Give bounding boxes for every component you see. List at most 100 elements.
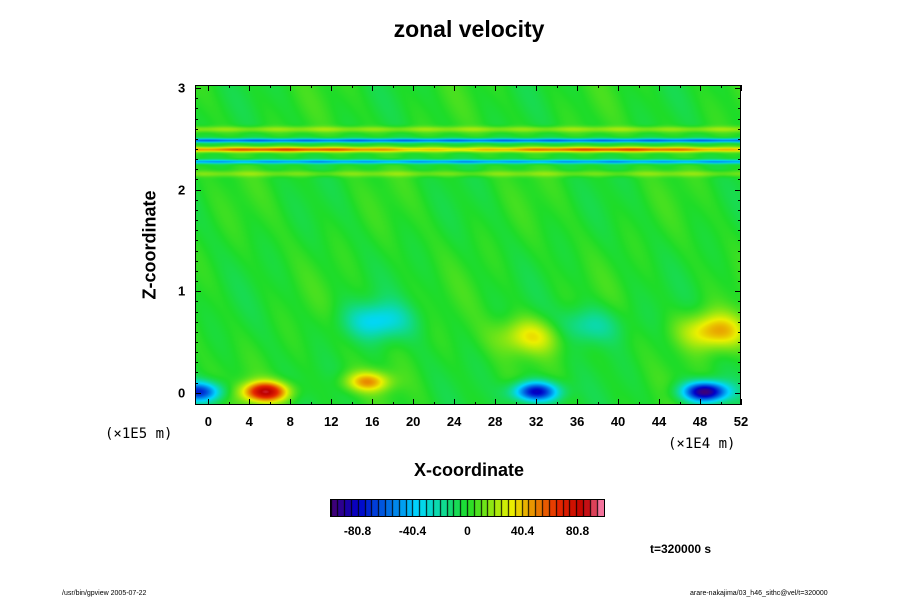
y-minor-tick — [195, 98, 198, 100]
y-minor-tick-right — [738, 220, 741, 222]
y-minor-tick — [195, 118, 198, 120]
x-major-tick-top — [372, 85, 374, 91]
x-tick-label: 48 — [692, 414, 708, 429]
x-major-tick — [577, 399, 579, 405]
y-minor-tick-right — [738, 281, 741, 283]
y-minor-tick — [195, 230, 198, 232]
x-minor-tick — [597, 402, 599, 405]
x-minor-tick — [392, 402, 394, 405]
y-minor-tick-right — [738, 98, 741, 100]
x-major-tick — [454, 399, 456, 405]
x-minor-tick-top — [310, 85, 312, 88]
y-minor-tick — [195, 128, 198, 130]
x-major-tick-top — [331, 85, 333, 91]
x-minor-tick-top — [515, 85, 517, 88]
y-minor-tick-right — [738, 342, 741, 344]
x-major-tick-top — [741, 85, 742, 91]
x-tick-label: 52 — [733, 414, 749, 429]
y-minor-tick — [195, 331, 198, 333]
y-minor-tick — [195, 179, 198, 181]
x-tick-label: 20 — [405, 414, 421, 429]
chart-title: zonal velocity — [393, 16, 545, 42]
x-major-tick — [741, 399, 742, 405]
y-major-tick-right — [735, 88, 741, 90]
y-minor-tick-right — [738, 260, 741, 262]
y-minor-tick-right — [738, 128, 741, 130]
y-minor-tick — [195, 321, 198, 323]
x-minor-tick — [310, 402, 312, 405]
y-minor-tick-right — [738, 230, 741, 232]
y-minor-tick-right — [738, 209, 741, 211]
y-major-tick-right — [735, 189, 741, 191]
y-minor-tick-right — [738, 118, 741, 120]
x-minor-tick — [720, 402, 722, 405]
y-major-tick-right — [735, 291, 741, 293]
y-minor-tick — [195, 220, 198, 222]
colorbar-tick-label: 0 — [464, 524, 471, 538]
y-major-tick — [195, 189, 201, 191]
y-minor-tick-right — [738, 372, 741, 374]
y-axis-label: Z-coordinate — [139, 190, 160, 300]
x-major-tick-top — [700, 85, 702, 91]
y-major-tick-right — [735, 392, 741, 394]
y-minor-tick-right — [738, 311, 741, 313]
footer-right: arare-nakajima/03_h46_sithc@vel/t=320000 — [690, 590, 828, 597]
y-minor-tick-right — [738, 270, 741, 272]
colorbar — [330, 499, 605, 517]
colorbar-tick-label: 80.8 — [565, 524, 590, 538]
y-minor-tick-right — [738, 199, 741, 201]
x-tick-label: 32 — [528, 414, 544, 429]
x-major-tick — [700, 399, 702, 405]
x-major-tick — [659, 399, 661, 405]
y-major-tick — [195, 291, 201, 293]
y-minor-tick-right — [738, 382, 741, 384]
x-axis-unit: (×1E4 m) — [668, 436, 736, 452]
x-minor-tick — [474, 402, 476, 405]
y-minor-tick-right — [738, 250, 741, 252]
y-minor-tick-right — [738, 149, 741, 150]
x-minor-tick-top — [679, 85, 681, 88]
x-minor-tick — [433, 402, 435, 405]
y-minor-tick-right — [738, 169, 741, 171]
x-tick-label: 0 — [204, 414, 212, 429]
z-axis-unit: (×1E5 m) — [105, 426, 173, 442]
x-minor-tick-top — [720, 85, 722, 88]
y-minor-tick-right — [738, 138, 741, 140]
colorbar-tick-label: 40.4 — [510, 524, 535, 538]
x-major-tick — [618, 399, 620, 405]
y-minor-tick-right — [738, 240, 741, 242]
y-minor-tick-right — [738, 159, 741, 161]
y-minor-tick — [195, 311, 198, 313]
x-minor-tick — [228, 402, 230, 405]
y-tick-label: 0 — [178, 385, 186, 401]
y-minor-tick-right — [738, 362, 741, 364]
y-minor-tick — [195, 250, 198, 252]
y-major-tick — [195, 88, 201, 90]
x-major-tick — [536, 399, 538, 405]
x-tick-label: 24 — [446, 414, 462, 429]
y-minor-tick — [195, 270, 198, 272]
x-tick-label: 4 — [245, 414, 253, 429]
x-major-tick — [372, 399, 374, 405]
x-axis-label: X-coordinate — [413, 460, 524, 480]
x-major-tick — [290, 399, 292, 405]
y-minor-tick — [195, 281, 198, 283]
y-minor-tick — [195, 199, 198, 201]
x-major-tick — [208, 399, 210, 405]
y-minor-tick-right — [738, 108, 741, 110]
x-major-tick-top — [577, 85, 579, 91]
x-major-tick-top — [249, 85, 251, 91]
plot-area — [195, 85, 741, 405]
x-minor-tick — [638, 402, 640, 405]
x-major-tick-top — [536, 85, 538, 91]
footer-left: /usr/bin/gpview 2005-07-22 — [62, 590, 147, 597]
x-major-tick-top — [659, 85, 661, 91]
x-minor-tick-top — [433, 85, 435, 88]
y-minor-tick — [195, 372, 198, 374]
y-minor-tick — [195, 159, 198, 161]
y-minor-tick — [195, 382, 198, 384]
y-minor-tick-right — [738, 331, 741, 333]
x-major-tick-top — [495, 85, 497, 91]
y-minor-tick — [195, 149, 198, 150]
y-minor-tick — [195, 362, 198, 364]
